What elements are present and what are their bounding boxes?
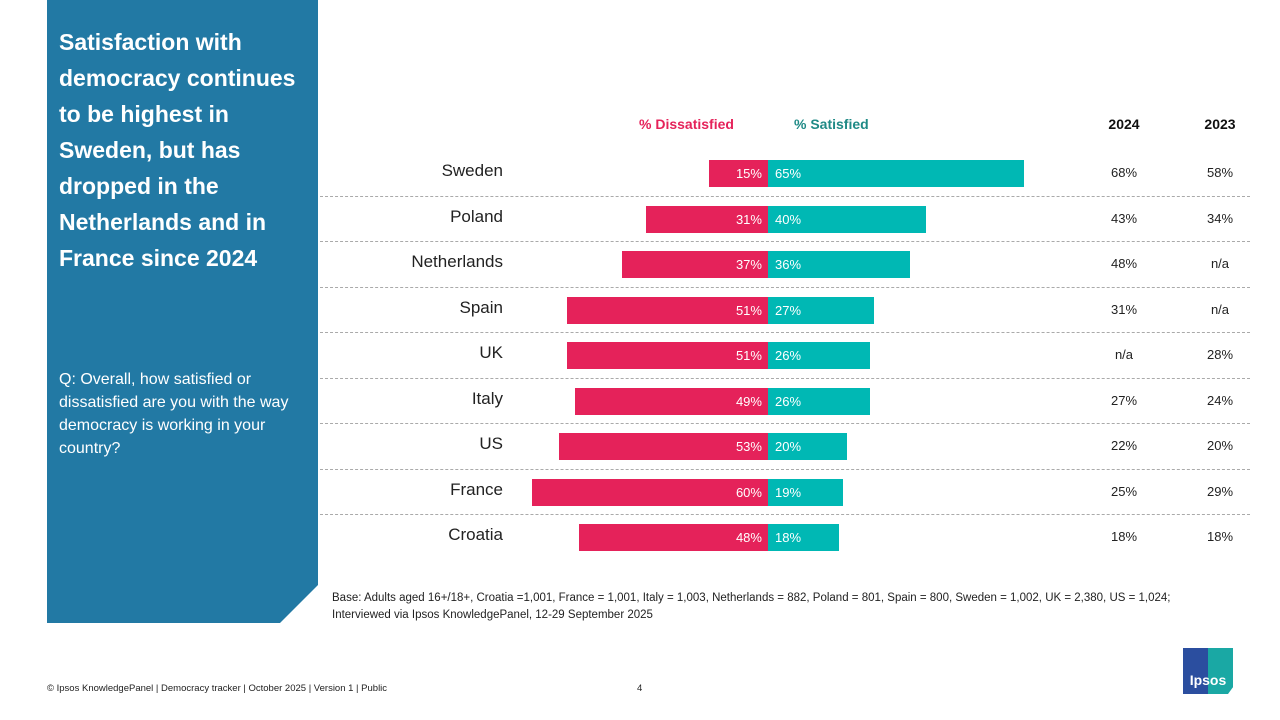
ipsos-logo: Ipsos bbox=[1183, 648, 1233, 694]
value-2023: 18% bbox=[1206, 529, 1234, 544]
value-2023: n/a bbox=[1210, 301, 1230, 317]
bar-dissatisfied: 49% bbox=[574, 387, 768, 415]
bar-dissatisfied: 31% bbox=[645, 205, 768, 233]
value-2024: n/a bbox=[1114, 347, 1134, 362]
value-2023: 58% bbox=[1206, 165, 1234, 180]
row-divider bbox=[320, 332, 1250, 334]
category-label: US bbox=[479, 434, 503, 453]
row-divider bbox=[320, 195, 1250, 197]
page-number: 4 bbox=[637, 683, 643, 694]
row-divider bbox=[320, 241, 1250, 243]
bar-satisfied: 27% bbox=[768, 296, 875, 324]
base-line: Base: Adults aged 16+/18+, Croatia =1,00… bbox=[332, 592, 1171, 604]
question-text: Q: Overall, how satisfied or dissatisfie… bbox=[59, 371, 289, 457]
category-label: Poland bbox=[450, 206, 503, 226]
value-2024: 25% bbox=[1110, 483, 1138, 499]
column-header-2023: 2023 bbox=[1204, 116, 1236, 132]
category-label: Sweden bbox=[441, 161, 503, 180]
legend-dissatisfied: % Dissatisfied bbox=[639, 116, 734, 132]
bar-satisfied: 19% bbox=[768, 478, 843, 506]
legend-satisfied: % Satisfied bbox=[794, 116, 869, 132]
value-2023: 28% bbox=[1206, 347, 1234, 362]
bar-satisfied: 65% bbox=[768, 160, 1025, 187]
bar-satisfied: 40% bbox=[768, 205, 926, 233]
bar-dissatisfied: 15% bbox=[708, 160, 768, 187]
base-note: Base: Adults aged 16+/18+, Croatia =1,00… bbox=[332, 590, 1171, 624]
value-2023: 24% bbox=[1206, 392, 1234, 408]
title-panel bbox=[47, 0, 318, 623]
bar-dissatisfied: 51% bbox=[567, 342, 768, 369]
bar-satisfied: 20% bbox=[768, 433, 847, 460]
value-2024: 27% bbox=[1110, 392, 1138, 408]
category-label: Italy bbox=[471, 388, 503, 408]
value-2024: 68% bbox=[1110, 165, 1138, 180]
value-2024: 43% bbox=[1110, 210, 1138, 226]
bar-dissatisfied: 37% bbox=[622, 251, 768, 278]
bar-satisfied: 18% bbox=[768, 524, 839, 551]
category-label: Spain bbox=[459, 297, 503, 317]
value-2024: 48% bbox=[1110, 256, 1138, 271]
column-header-2024: 2024 bbox=[1108, 116, 1140, 132]
category-label: Croatia bbox=[448, 525, 503, 544]
row-divider bbox=[320, 468, 1250, 470]
bar-satisfied: 26% bbox=[768, 387, 871, 415]
category-label: France bbox=[450, 479, 503, 499]
value-2023: n/a bbox=[1210, 256, 1230, 271]
value-2024: 31% bbox=[1110, 301, 1138, 317]
value-2023: 20% bbox=[1206, 438, 1234, 453]
bar-dissatisfied: 48% bbox=[578, 524, 768, 551]
category-label: Netherlands bbox=[411, 252, 503, 271]
footer: © Ipsos KnowledgePanel | Democracy track… bbox=[47, 683, 388, 694]
bar-dissatisfied: 53% bbox=[559, 433, 768, 460]
row-divider bbox=[320, 286, 1250, 288]
row-divider bbox=[320, 423, 1250, 425]
row-divider bbox=[320, 377, 1250, 379]
value-2023: 34% bbox=[1206, 210, 1234, 226]
row-divider bbox=[320, 514, 1250, 516]
bar-dissatisfied: 60% bbox=[531, 478, 768, 506]
category-label: UK bbox=[479, 343, 503, 362]
value-2023: 29% bbox=[1206, 483, 1234, 499]
slide-title: Satisfaction with democracy continues to… bbox=[59, 29, 296, 271]
bar-dissatisfied: 51% bbox=[567, 296, 768, 324]
value-2024: 22% bbox=[1110, 438, 1138, 453]
bar-satisfied: 26% bbox=[768, 342, 871, 369]
base-line: Interviewed via Ipsos KnowledgePanel, 12… bbox=[332, 609, 653, 621]
value-2024: 18% bbox=[1110, 529, 1138, 544]
bar-satisfied: 36% bbox=[768, 251, 910, 278]
